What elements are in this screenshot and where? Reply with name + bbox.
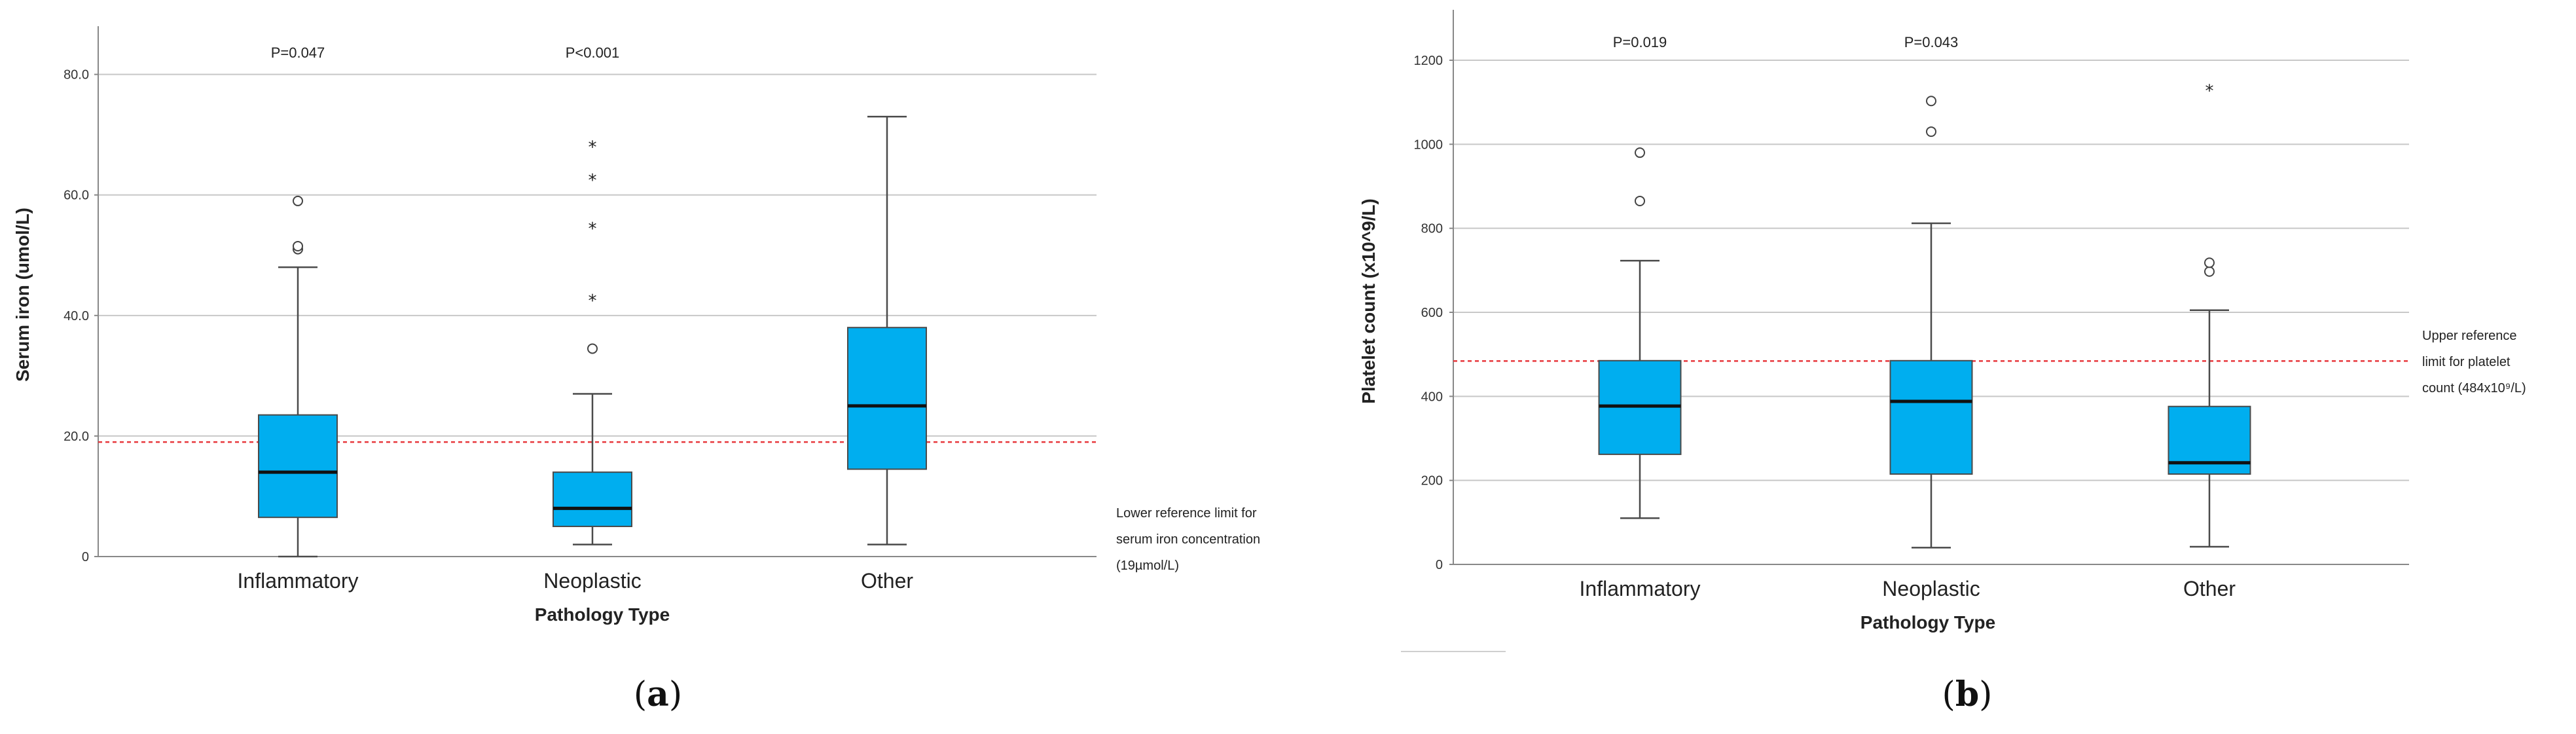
y-tick-label-a: 80.0 [63, 68, 89, 83]
box-neoplastic-b [1889, 359, 1973, 475]
outlier-circle-inflammatory-b [1635, 147, 1645, 158]
p-value-label-neoplastic-b: P=0.043 [1904, 34, 1959, 50]
outlier-circle-neoplastic-a [587, 343, 598, 354]
y-tick-label-a: 0 [82, 550, 89, 564]
category-label-inflammatory-a: Inflammatory [238, 569, 359, 593]
reference-label-b: count (484x10⁹/L) [2422, 381, 2526, 395]
plot-area-b: 0 200 400 600 800 1000 1200 Upper reference limi… [1414, 10, 2526, 600]
outlier-star-neoplastic-a: * [589, 138, 597, 157]
outlier-star-neoplastic-a: * [589, 171, 597, 191]
plot-area-a: 0 20.0 40.0 60.0 80.0 Lower reference limit f… [63, 26, 1260, 593]
outlier-circle-other-b [2204, 257, 2215, 268]
outlier-circle-neoplastic-b [1926, 96, 1936, 107]
reference-label-a: serum iron concentration [1116, 532, 1260, 547]
outlier-circle-inflammatory-a [293, 195, 303, 206]
box-inflammatory-a [258, 414, 338, 519]
panel-b: Platelet count (x10^9/L) Pathology Type … [1358, 10, 2526, 714]
y-tick-label-a: 60.0 [63, 189, 89, 203]
outlier-star-neoplastic-a: * [589, 291, 597, 311]
panel-label-b: (b) [1942, 674, 1993, 714]
outlier-circle-neoplastic-b [1926, 126, 1936, 138]
panel-label-a: (a) [634, 674, 682, 714]
category-label-inflammatory-b: Inflammatory [1580, 577, 1701, 600]
reference-label-b: limit for platelet [2422, 355, 2511, 369]
y-tick-label-b: 0 [1436, 558, 1443, 572]
reference-label-a: (19µmol/L) [1116, 559, 1179, 573]
y-axis-title-b: Platelet count (x10^9/L) [1358, 198, 1379, 404]
box-neoplastic-a [553, 471, 632, 527]
panel-letter-b: b [1955, 674, 1979, 714]
y-axis-title-a: Serum iron (umol/L) [12, 208, 33, 382]
category-label-other-a: Other [861, 569, 913, 593]
y-tick-label-b: 800 [1421, 222, 1443, 236]
y-tick-label-b: 1200 [1414, 54, 1443, 68]
outlier-star-neoplastic-a: * [589, 219, 597, 239]
x-axis-title-b: Pathology Type [1860, 612, 1995, 633]
outlier-circle-inflammatory-a [293, 240, 303, 251]
outlier-circle-other-b [2204, 266, 2215, 277]
reference-label-a: Lower reference limit for [1116, 506, 1257, 521]
outlier-star-other-b: * [2205, 82, 2214, 101]
p-value-label-neoplastic-a: P<0.001 [566, 45, 620, 61]
category-label-neoplastic-b: Neoplastic [1882, 577, 1980, 600]
panel-letter-a: a [647, 674, 669, 714]
category-label-neoplastic-a: Neoplastic [543, 569, 641, 593]
outlier-circle-inflammatory-b [1635, 195, 1645, 206]
x-axis-title-a: Pathology Type [535, 604, 670, 625]
category-label-other-b: Other [2183, 577, 2236, 600]
y-tick-label-b: 400 [1421, 390, 1443, 404]
y-tick-label-a: 20.0 [63, 430, 89, 444]
y-tick-label-b: 200 [1421, 474, 1443, 488]
y-tick-label-b: 1000 [1414, 138, 1443, 152]
box-other-a [847, 327, 927, 470]
reference-label-b: Upper reference [2422, 329, 2517, 343]
p-value-label-inflammatory-a: P=0.047 [271, 45, 325, 61]
panel-a: Serum iron (umol/L) Pathology Type (a) 0… [12, 26, 1260, 714]
y-tick-label-a: 40.0 [63, 309, 89, 323]
y-tick-label-b: 600 [1421, 306, 1443, 320]
p-value-label-inflammatory-b: P=0.019 [1613, 34, 1667, 50]
